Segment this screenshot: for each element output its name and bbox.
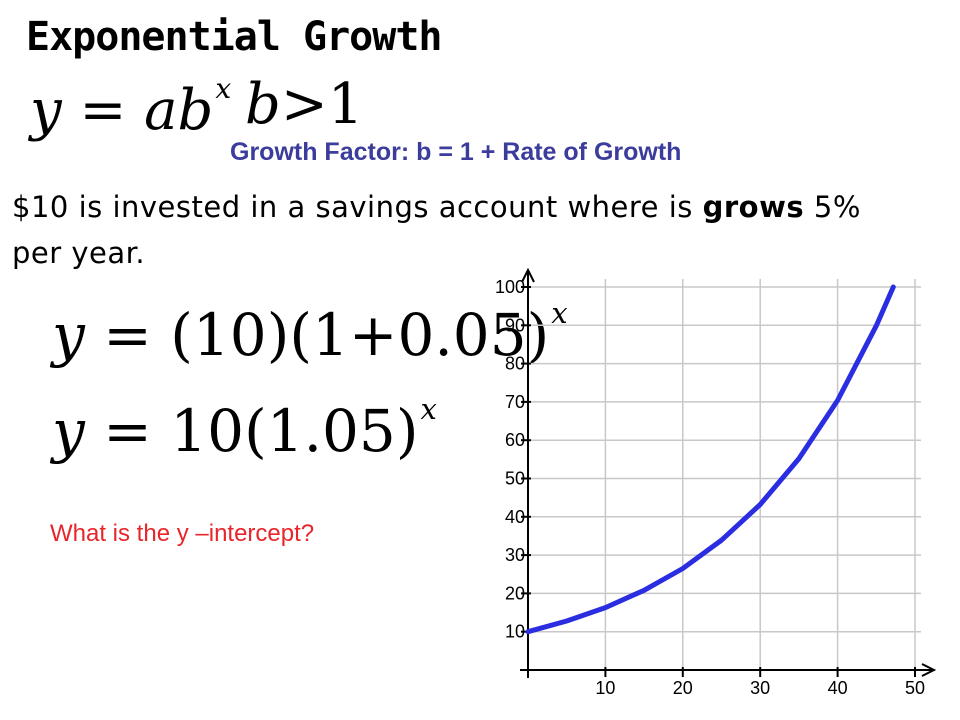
x-tick-label: 20 [673, 678, 693, 698]
y-tick-label: 90 [505, 315, 525, 335]
problem-post: 5% per year. [12, 190, 861, 270]
formula1-lhs: y [52, 300, 85, 369]
growth-factor-text: Growth Factor: b = 1 + Rate of Growth [230, 138, 682, 166]
problem-emphasis: grows [702, 190, 805, 224]
formula-exponent: x [215, 72, 232, 105]
y-tick-label: 70 [505, 392, 525, 412]
slide-title: Exponential Growth [26, 14, 442, 60]
y-tick-label: 80 [505, 354, 525, 374]
y-axis-arrow [521, 267, 535, 283]
y-tick-label: 20 [505, 583, 525, 603]
specific-formula-2: y = 10(1.05)x [52, 392, 437, 465]
formula2-exponent: x [420, 392, 437, 426]
x-tick-label: 40 [828, 678, 848, 698]
formula2-lhs: y [52, 396, 85, 465]
x-tick-label: 10 [595, 678, 615, 698]
y-tick-label: 10 [505, 622, 525, 642]
y-intercept-question: What is the y –intercept? [50, 520, 315, 547]
x-tick-label: 30 [750, 678, 770, 698]
x-axis-arrow [921, 663, 937, 677]
growth-curve [525, 284, 896, 635]
y-tick-label: 50 [505, 469, 525, 489]
formula-lhs: y [30, 77, 62, 143]
y-tick-label: 60 [505, 430, 525, 450]
condition-var: b [245, 72, 281, 137]
x-tick-label: 50 [905, 678, 925, 698]
y-tick-label: 40 [505, 507, 525, 527]
y-tick-label: 100 [495, 277, 525, 297]
specific-formula-1: y = (10)(1+0.05)x [52, 296, 568, 369]
formula2-base: 10(1.05) [170, 396, 419, 465]
general-formula: y = abx [30, 72, 232, 143]
formula-base: ab [144, 77, 214, 143]
problem-statement: $10 is invested in a savings account whe… [12, 184, 912, 276]
growth-condition: b>1 [245, 72, 363, 137]
problem-pre: $10 is invested in a savings account whe… [12, 190, 703, 224]
formula1-exponent: x [551, 296, 568, 330]
condition-op: >1 [280, 72, 364, 137]
formula1-base: (10)(1+0.05) [170, 300, 550, 369]
y-tick-label: 30 [505, 545, 525, 565]
